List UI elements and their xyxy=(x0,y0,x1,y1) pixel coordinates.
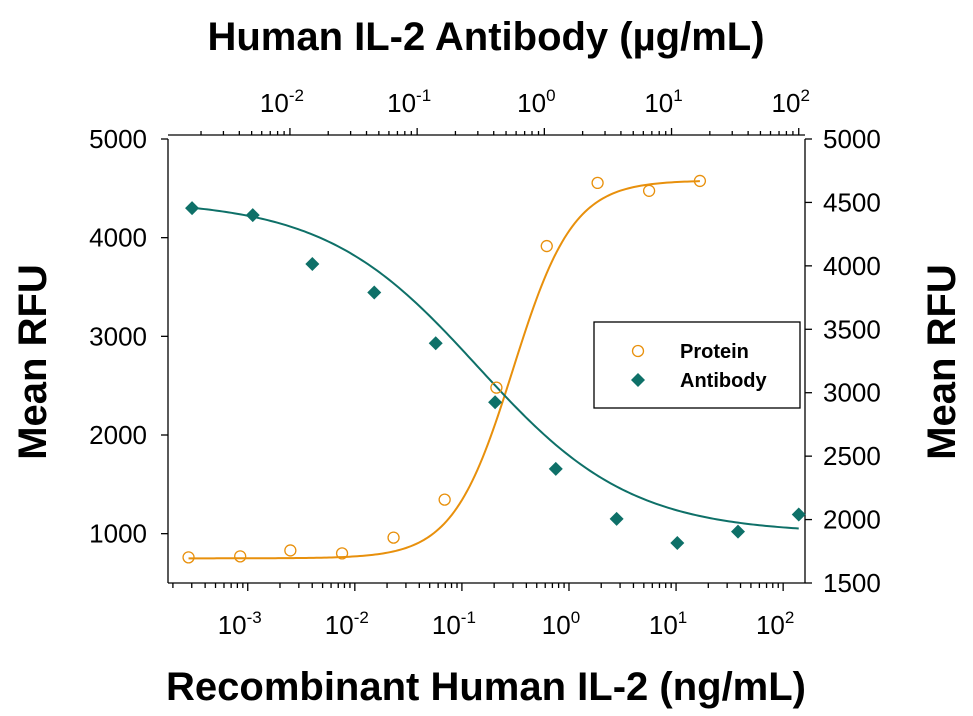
y-right-tick-label: 4500 xyxy=(823,187,881,217)
x-bottom-tick-label: 102 xyxy=(756,608,794,640)
data-point-protein xyxy=(284,544,297,557)
left-axis-title: Mean RFU xyxy=(11,264,55,460)
x-top-tick-label: 10-2 xyxy=(260,86,304,118)
legend-marker-antibody xyxy=(631,373,645,387)
tick-exponent: -3 xyxy=(247,608,262,627)
tick-exponent: 0 xyxy=(571,608,580,627)
x-top-tick-label: 100 xyxy=(517,86,555,118)
y-left-tick-label: 3000 xyxy=(89,321,147,351)
x-top-tick-label: 102 xyxy=(772,86,810,118)
y-right-tick-label: 2000 xyxy=(823,505,881,535)
tick-base: 10 xyxy=(517,88,546,118)
data-point-antibody xyxy=(305,256,320,271)
tick-base: 10 xyxy=(387,88,416,118)
tick-exponent: 1 xyxy=(673,86,682,105)
data-point-antibody xyxy=(548,461,563,476)
data-point-antibody xyxy=(367,285,382,300)
x-top-tick-label: 101 xyxy=(644,86,682,118)
tick-exponent: -2 xyxy=(354,608,369,627)
tick-base: 10 xyxy=(772,88,801,118)
tick-base: 10 xyxy=(644,88,673,118)
data-points xyxy=(182,174,806,564)
right-axis-title: Mean RFU xyxy=(920,264,964,460)
tick-exponent: 1 xyxy=(678,608,687,627)
data-point-antibody xyxy=(185,201,200,216)
tick-base: 10 xyxy=(432,610,461,640)
fit-curve-protein xyxy=(188,180,700,560)
x-bottom-tick-label: 100 xyxy=(542,608,580,640)
x-bottom-tick-label: 10-2 xyxy=(325,608,369,640)
bottom-axis-title: Recombinant Human IL-2 (ng/mL) xyxy=(166,665,806,709)
x-bottom-tick-label: 10-1 xyxy=(432,608,476,640)
data-point-protein xyxy=(234,550,247,563)
data-point-protein xyxy=(438,493,451,506)
tick-base: 10 xyxy=(325,610,354,640)
legend-label-antibody: Antibody xyxy=(680,370,768,392)
x-bottom-tick-label: 101 xyxy=(649,608,687,640)
y-right-tick-label: 4000 xyxy=(823,251,881,281)
x-bottom-tick-label: 10-3 xyxy=(218,608,262,640)
y-left-tick-label: 4000 xyxy=(89,223,147,253)
legend-box xyxy=(593,321,801,409)
data-point-protein xyxy=(387,531,400,544)
data-point-antibody xyxy=(730,524,745,539)
tick-exponent: 0 xyxy=(546,86,555,105)
top-axis-title: Human IL-2 Antibody (µg/mL) xyxy=(207,15,764,59)
tick-exponent: -2 xyxy=(289,86,304,105)
tick-base: 10 xyxy=(218,610,247,640)
tick-base: 10 xyxy=(649,610,678,640)
data-point-protein xyxy=(591,176,604,190)
y-left-tick-label: 2000 xyxy=(89,420,147,450)
y-right-tick-label: 2500 xyxy=(823,441,881,471)
data-point-antibody xyxy=(428,336,443,351)
data-point-protein xyxy=(335,547,349,560)
y-right-tick-label: 3500 xyxy=(823,314,881,344)
y-left-tick-label: 1000 xyxy=(89,519,147,549)
tick-exponent: -1 xyxy=(416,86,431,105)
tick-base: 10 xyxy=(542,610,571,640)
fit-curve-antibody xyxy=(191,206,799,530)
fit-curves xyxy=(188,180,799,560)
tick-exponent: 2 xyxy=(800,86,809,105)
data-point-antibody xyxy=(609,511,624,526)
data-point-protein xyxy=(490,381,503,394)
data-point-protein xyxy=(182,551,195,564)
data-point-antibody xyxy=(791,507,806,522)
legend: Protein Antibody xyxy=(593,321,801,409)
data-point-antibody xyxy=(488,395,503,410)
data-point-protein xyxy=(540,239,553,253)
data-point-protein xyxy=(642,184,656,197)
y-left-tick-label: 5000 xyxy=(89,124,147,154)
legend-label-protein: Protein xyxy=(680,341,749,363)
y-right-tick-label: 1500 xyxy=(823,568,881,598)
tick-exponent: 2 xyxy=(785,608,794,627)
y-right-tick-label: 5000 xyxy=(823,124,881,154)
tick-base: 10 xyxy=(260,88,289,118)
y-right-tick-label: 3000 xyxy=(823,378,881,408)
data-point-antibody xyxy=(245,208,260,223)
data-point-antibody xyxy=(670,536,685,551)
data-point-protein xyxy=(693,174,707,188)
tick-base: 10 xyxy=(756,610,785,640)
legend-marker-protein xyxy=(631,344,645,358)
tick-exponent: -1 xyxy=(461,608,476,627)
x-top-tick-label: 10-1 xyxy=(387,86,431,118)
